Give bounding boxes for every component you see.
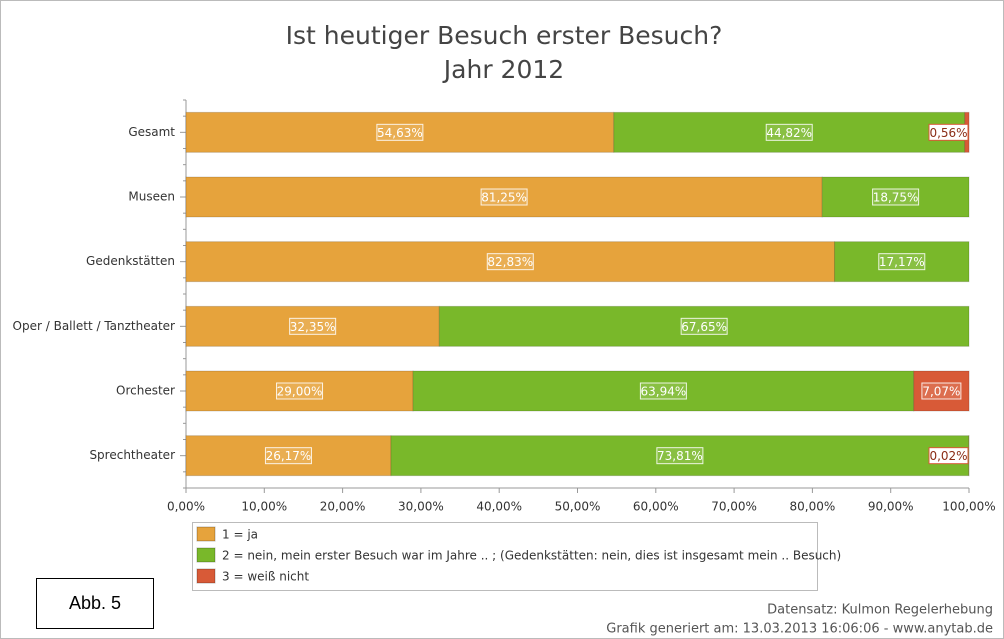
value-label: 44,82% bbox=[766, 126, 812, 140]
value-label-box bbox=[765, 123, 813, 141]
bar-segment bbox=[613, 111, 966, 153]
value-label: 63,94% bbox=[641, 385, 687, 399]
bar-segment bbox=[185, 370, 414, 412]
source-note: Datensatz: Kulmon Regelerhebung bbox=[767, 603, 993, 618]
bar-segment bbox=[185, 241, 836, 283]
x-tick-label: 0,00% bbox=[167, 500, 205, 514]
legend-swatch bbox=[196, 568, 216, 584]
x-tick-label: 100,00% bbox=[942, 500, 995, 514]
bar-segment bbox=[185, 111, 615, 153]
value-label-box bbox=[480, 188, 528, 206]
value-label-box bbox=[878, 253, 926, 271]
x-tick-label: 60,00% bbox=[633, 500, 679, 514]
value-label: 54,63% bbox=[377, 126, 423, 140]
y-tick-label: Gesamt bbox=[128, 125, 175, 139]
chart-title: Ist heutiger Besuch erster Besuch? bbox=[286, 21, 723, 50]
legend-box bbox=[192, 522, 818, 591]
value-label: 0,56% bbox=[929, 126, 967, 140]
chart-subtitle: Jahr 2012 bbox=[442, 55, 564, 84]
legend-label: 2 = nein, mein erster Besuch war im Jahr… bbox=[222, 549, 841, 563]
x-tick-label: 30,00% bbox=[398, 500, 444, 514]
annotation-box bbox=[36, 578, 154, 629]
value-label: 82,83% bbox=[487, 255, 533, 269]
value-label: 7,07% bbox=[922, 385, 960, 399]
y-tick-label: Oper / Ballett / Tanztheater bbox=[13, 319, 176, 333]
value-label: 32,35% bbox=[290, 320, 336, 334]
value-label-box bbox=[872, 188, 920, 206]
bar-segment bbox=[185, 176, 823, 218]
x-tick-label: 90,00% bbox=[868, 500, 914, 514]
value-label-box bbox=[656, 447, 704, 465]
generated-note: Grafik generiert am: 13.03.2013 16:06:06… bbox=[606, 622, 993, 637]
value-label-box bbox=[639, 382, 687, 400]
y-tick-label: Museen bbox=[128, 190, 175, 204]
bar-segment bbox=[438, 305, 970, 347]
x-tick-label: 80,00% bbox=[790, 500, 836, 514]
y-tick-label: Gedenkstätten bbox=[86, 254, 175, 268]
x-tick-label: 10,00% bbox=[241, 500, 287, 514]
bar-segment bbox=[185, 435, 392, 477]
x-tick-label: 70,00% bbox=[711, 500, 757, 514]
bar-segment bbox=[412, 370, 915, 412]
value-label-box bbox=[264, 447, 312, 465]
x-tick-label: 50,00% bbox=[555, 500, 601, 514]
value-label: 73,81% bbox=[657, 449, 703, 463]
bar-segment bbox=[834, 241, 970, 283]
value-label-box bbox=[486, 253, 534, 271]
value-label-box bbox=[289, 317, 337, 335]
x-tick-label: 40,00% bbox=[476, 500, 522, 514]
value-label-box bbox=[680, 317, 728, 335]
y-tick-label: Orchester bbox=[116, 384, 175, 398]
x-tick-label: 20,00% bbox=[320, 500, 366, 514]
value-label-box bbox=[928, 123, 969, 141]
value-label: 17,17% bbox=[879, 255, 925, 269]
y-tick-label: Sprechtheater bbox=[89, 448, 175, 462]
value-label: 0,02% bbox=[929, 449, 967, 463]
value-label-box bbox=[376, 123, 424, 141]
bar-segment bbox=[821, 176, 970, 218]
value-label: 18,75% bbox=[873, 191, 919, 205]
legend-swatch bbox=[196, 526, 216, 542]
value-label-box bbox=[928, 447, 969, 465]
value-label-box bbox=[921, 382, 962, 400]
legend-label: 3 = weiß nicht bbox=[222, 570, 309, 584]
annotation: Abb. 5 bbox=[69, 593, 121, 613]
bar-segment bbox=[913, 370, 970, 412]
value-label: 67,65% bbox=[681, 320, 727, 334]
value-label-box bbox=[276, 382, 324, 400]
value-label: 29,00% bbox=[277, 385, 323, 399]
legend-label: 1 = ja bbox=[222, 528, 258, 542]
legend-swatch bbox=[196, 547, 216, 563]
value-label: 81,25% bbox=[481, 191, 527, 205]
value-label: 26,17% bbox=[266, 449, 312, 463]
